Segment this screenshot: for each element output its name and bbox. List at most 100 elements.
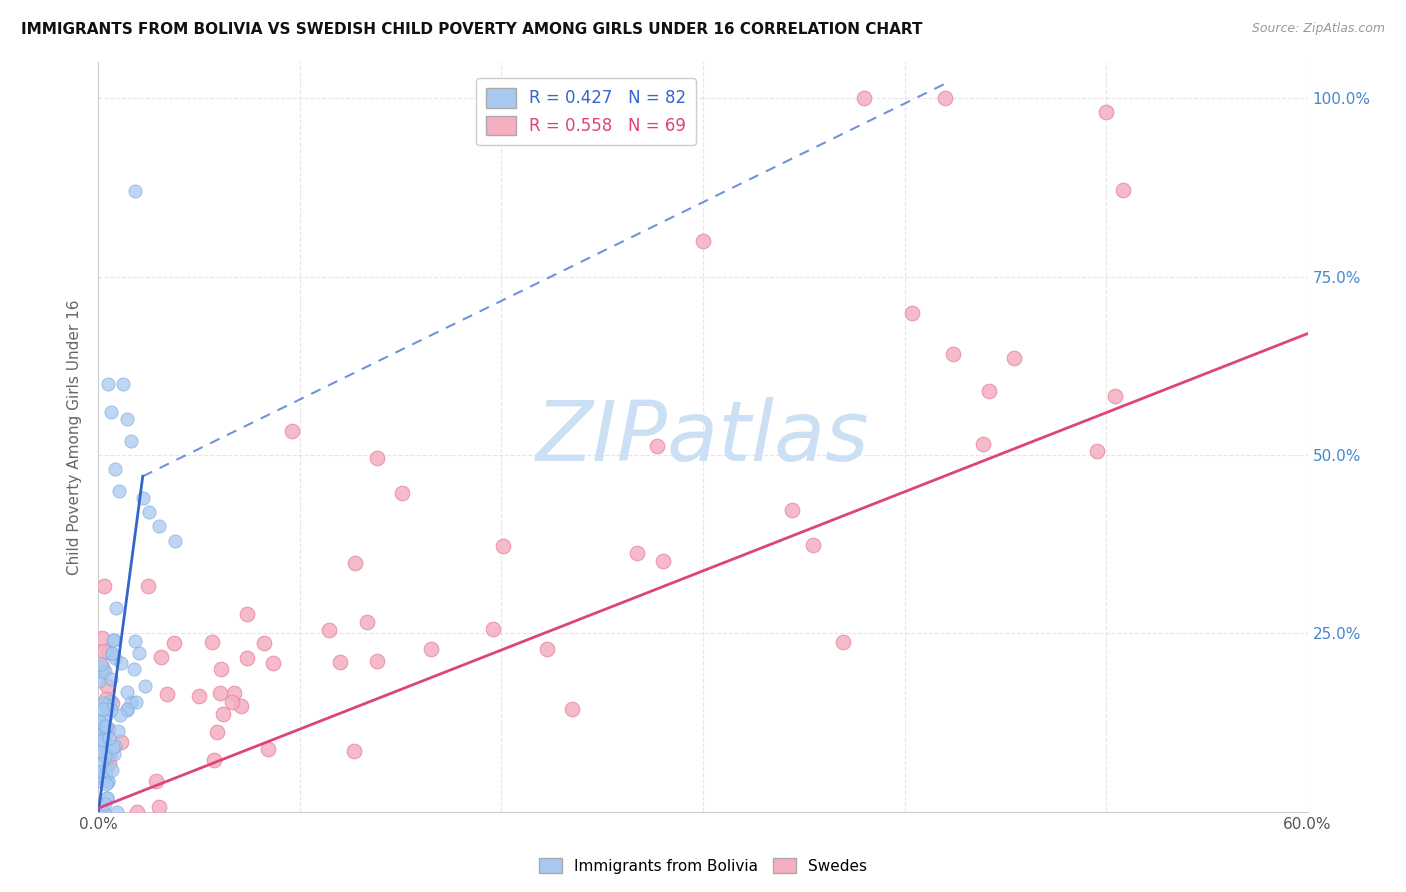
Point (209, 662, 232, 676)
Point (97, 745, 120, 759)
Point (94, 719, 117, 733)
Point (104, 739, 127, 754)
Point (97, 645, 120, 659)
Point (221, 695, 243, 709)
Legend: R = 0.427   N = 82, R = 0.558   N = 69: R = 0.427 N = 82, R = 0.558 N = 69 (475, 78, 696, 145)
Point (94, 709, 117, 723)
Point (90, 657, 112, 672)
Point (934, 91, 956, 105)
Point (1112, 183, 1135, 197)
Point (93, 771, 115, 785)
Point (117, 702, 139, 716)
Point (89, 714, 111, 728)
Point (110, 656, 132, 670)
Point (100, 703, 122, 717)
Text: ZIPatlas: ZIPatlas (536, 397, 870, 477)
Point (101, 696, 124, 710)
Point (115, 685, 138, 699)
Point (482, 622, 505, 636)
Point (124, 184, 146, 198)
Point (1085, 443, 1108, 458)
Point (91, 764, 114, 778)
Point (149, 649, 172, 664)
Point (343, 744, 366, 758)
Point (90, 721, 112, 735)
Point (1095, 105, 1118, 120)
Point (107, 724, 129, 739)
Point (90, 725, 112, 739)
Point (110, 735, 132, 749)
Point (90, 714, 112, 729)
Point (224, 686, 246, 700)
Point (202, 753, 225, 767)
Point (236, 607, 259, 622)
Point (93, 644, 115, 658)
Point (208, 686, 231, 700)
Point (110, 708, 132, 723)
Point (780, 502, 803, 516)
Point (97, 774, 120, 789)
Point (972, 437, 994, 451)
Point (366, 451, 388, 466)
Point (91, 631, 114, 645)
Point (89, 744, 111, 758)
Point (89, 764, 111, 778)
Point (163, 636, 186, 650)
Point (100, 405, 122, 419)
Point (90, 702, 112, 716)
Point (145, 773, 167, 788)
Point (91, 756, 114, 770)
Text: Source: ZipAtlas.com: Source: ZipAtlas.com (1251, 22, 1385, 36)
Point (1104, 389, 1126, 403)
Point (262, 656, 284, 670)
Point (94, 692, 117, 706)
Point (94, 697, 117, 711)
Point (94, 777, 117, 791)
Point (97, 376, 120, 391)
Point (96, 790, 118, 805)
Point (97, 722, 120, 736)
Point (163, 533, 186, 548)
Point (103, 740, 125, 755)
Point (231, 699, 253, 714)
Point (125, 695, 148, 709)
Point (419, 642, 441, 657)
Point (148, 800, 170, 814)
Point (853, 91, 876, 105)
Point (281, 425, 304, 439)
Point (561, 702, 583, 716)
Point (96, 763, 118, 777)
Point (626, 546, 648, 560)
Point (120, 695, 142, 709)
Point (96, 679, 118, 693)
Point (329, 655, 352, 669)
Point (942, 347, 965, 361)
Point (492, 539, 515, 553)
Point (98, 756, 121, 770)
Point (94, 664, 117, 678)
Point (124, 633, 146, 648)
Point (832, 634, 855, 648)
Point (93, 738, 115, 752)
Point (98, 694, 121, 708)
Point (125, 805, 148, 819)
Legend: Immigrants from Bolivia, Swedes: Immigrants from Bolivia, Swedes (533, 852, 873, 880)
Point (94, 749, 117, 764)
Point (692, 234, 714, 248)
Point (136, 579, 159, 593)
Point (93, 805, 115, 819)
Point (96, 702, 118, 716)
Point (91, 665, 114, 679)
Point (100, 672, 122, 686)
Point (253, 636, 276, 650)
Point (91, 805, 114, 819)
Point (96, 736, 118, 750)
Point (536, 642, 558, 657)
Point (97, 775, 120, 789)
Point (647, 439, 669, 453)
Point (107, 483, 129, 498)
Point (91, 805, 114, 819)
Point (212, 706, 235, 721)
Point (803, 538, 825, 552)
Point (128, 646, 150, 660)
